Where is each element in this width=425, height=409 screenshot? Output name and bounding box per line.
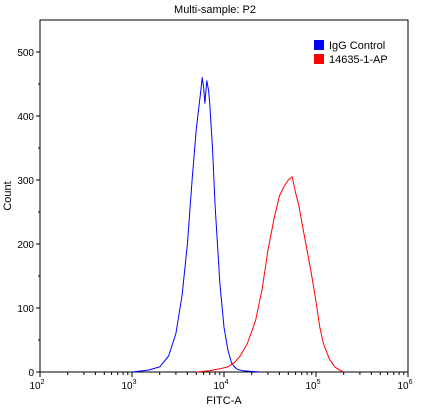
y-tick-label: 500 [17,48,34,59]
x-tick-label: 104 [213,379,228,392]
series-line-1 [196,176,344,373]
y-tick-label: 100 [17,304,34,315]
y-tick-label: 0 [28,368,34,379]
plot-area [39,19,409,373]
x-tick-label: 106 [397,379,412,392]
y-axis-label: Count [2,181,14,210]
x-tick-exponent: 3 [133,379,137,386]
legend: IgG Control 14635-1-AP [314,40,388,66]
x-tick-base: 10 [213,381,225,392]
x-tick-exponent: 2 [41,379,45,386]
x-axis: 102 103 104 105 106 [29,372,413,392]
x-tick-exponent: 4 [225,379,229,386]
x-tick-label: 102 [29,379,44,392]
series-layer [131,77,344,373]
plot-frame [39,19,409,373]
x-tick-base: 10 [397,381,409,392]
y-tick-label: 200 [17,240,34,251]
series-line-0 [131,77,261,373]
x-tick-exponent: 5 [317,379,321,386]
chart-title: Multi-sample: P2 [174,4,256,16]
legend-swatch [314,54,324,64]
y-axis: 0 100 200 300 400 500 [17,48,40,379]
legend-label: IgG Control [329,40,385,52]
x-tick-base: 10 [29,381,41,392]
x-tick-label: 105 [305,379,320,392]
x-axis-label: FITC-A [206,395,242,407]
y-tick-label: 400 [17,112,34,123]
x-tick-base: 10 [305,381,317,392]
legend-label: 14635-1-AP [329,54,388,66]
legend-swatch [314,40,324,50]
y-tick-label: 300 [17,176,34,187]
x-tick-label: 103 [121,379,136,392]
x-tick-base: 10 [121,381,133,392]
x-tick-exponent: 6 [409,379,413,386]
